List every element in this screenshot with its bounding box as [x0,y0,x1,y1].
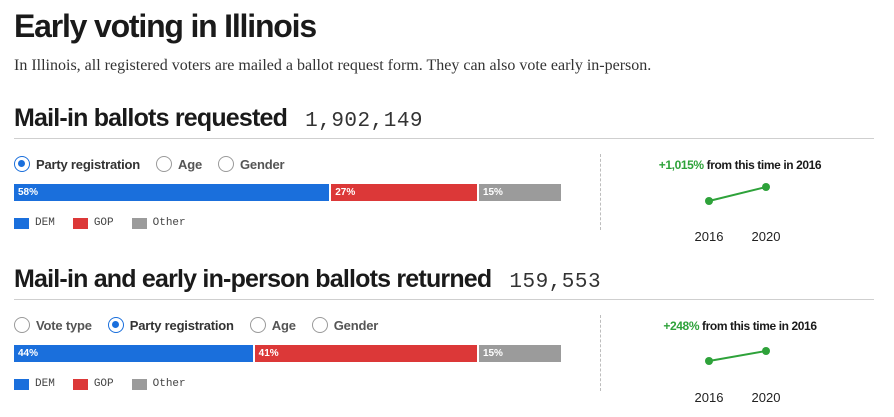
legend-swatch [72,217,88,229]
dashed-divider [600,154,601,230]
bar-segment-other: 15% [478,184,561,201]
trend-percent: +1,015% [658,158,704,172]
trend-text: +248% from this time in 2016 [620,319,860,333]
section-count: 1,902,149 [305,110,424,133]
dashed-divider [600,315,601,391]
page-title: Early voting in Illinois [14,8,317,44]
trend-percent: +248% [663,319,700,333]
segment-label: 44% [18,348,39,359]
legend: DEM GOP Other [14,378,204,390]
trend-point-2020 [762,347,770,355]
radio-label: Gender [333,317,379,333]
radio-party-registration[interactable]: Party registration [107,317,234,333]
bar-segment-gop: 41% [254,345,479,362]
trend-point-2016 [705,357,713,365]
trend-point-2020 [762,183,770,191]
party-share-bar: 44% 41% 15% [14,345,561,362]
legend-label: Other [152,378,186,390]
trend-caption: from this time in 2016 [699,319,817,333]
section-title: Mail-in ballots requested [14,104,288,132]
section-rule [14,138,874,139]
radio-label: Gender [240,156,285,172]
radio-label: Party registration [129,317,234,333]
bar-segment-dem: 44% [14,345,255,362]
section-rule [14,299,874,300]
year-label-2020: 2020 [751,229,781,244]
radio-label: Age [178,156,203,172]
radio-unchecked-icon[interactable] [249,317,266,333]
legend-item-other: Other [131,378,186,390]
radio-checked-icon[interactable] [107,317,124,333]
trend-line [708,350,767,362]
section-count: 159,553 [509,271,602,294]
radio-checked-icon[interactable] [14,156,30,172]
radio-vote-type[interactable]: Vote type [14,317,92,333]
bar-segment-dem: 58% [14,184,332,201]
legend-swatch [131,378,147,390]
breakdown-radio-group: Vote type Party registration Age Gender [14,317,394,333]
trend-line [708,186,767,202]
radio-unchecked-icon[interactable] [311,317,328,333]
legend-label: GOP [93,217,114,229]
legend-item-gop: GOP [72,217,114,229]
legend: DEM GOP Other [14,217,204,229]
legend-item-other: Other [131,217,186,229]
legend-label: DEM [35,378,55,390]
radio-party-registration[interactable]: Party registration [14,156,140,172]
radio-label: Party registration [36,156,141,172]
segment-label: 41% [258,348,279,359]
segment-label: 15% [482,187,503,198]
party-share-bar: 58% 27% 15% [14,184,561,201]
bar-segment-other: 15% [478,345,561,362]
year-label-2016: 2016 [694,229,724,244]
legend-item-gop: GOP [72,378,114,390]
segment-label: 15% [482,348,503,359]
radio-label: Age [271,317,296,333]
trend-point-2016 [705,197,713,205]
section-header: Mail-in and early in-person ballots retu… [14,265,601,294]
radio-age[interactable]: Age [156,156,202,172]
legend-swatch [131,217,147,229]
bar-segment-gop: 27% [331,184,479,201]
breakdown-radio-group: Party registration Age Gender [14,156,300,172]
radio-unchecked-icon[interactable] [14,317,30,333]
radio-age[interactable]: Age [249,317,296,333]
legend-label: Other [152,217,186,229]
legend-item-dem: DEM [14,217,55,229]
trend-sparkline [705,183,770,205]
legend-label: GOP [93,378,114,390]
legend-item-dem: DEM [14,378,55,390]
trend-text: +1,015% from this time in 2016 [620,158,860,172]
radio-gender[interactable]: Gender [218,156,285,172]
legend-label: DEM [35,217,55,229]
radio-unchecked-icon[interactable] [218,156,235,172]
legend-swatch [14,217,29,229]
legend-swatch [72,378,88,390]
page-subtitle: In Illinois, all registered voters are m… [14,57,652,74]
segment-label: 58% [18,187,39,198]
year-label-2016: 2016 [694,390,724,405]
radio-gender[interactable]: Gender [311,317,379,333]
trend-sparkline [705,347,770,365]
section-header: Mail-in ballots requested 1,902,149 [14,104,423,133]
trend-caption: from this time in 2016 [703,158,822,172]
radio-label: Vote type [36,317,92,333]
radio-unchecked-icon[interactable] [156,156,173,172]
segment-label: 27% [335,187,356,198]
legend-swatch [14,378,29,390]
year-label-2020: 2020 [751,390,781,405]
section-title: Mail-in and early in-person ballots retu… [14,265,492,293]
